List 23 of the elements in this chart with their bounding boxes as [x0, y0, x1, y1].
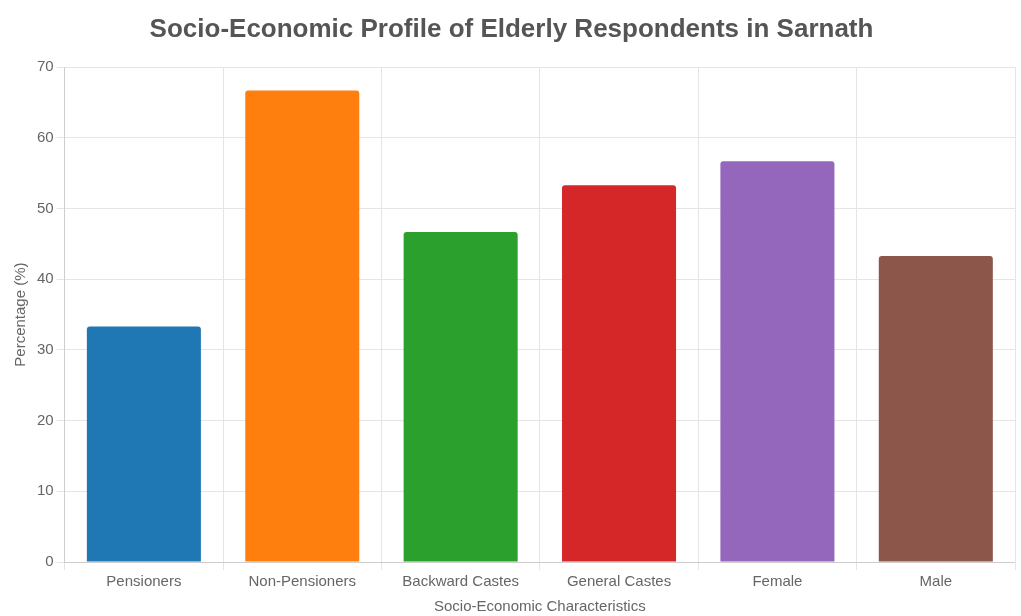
x-axis-title: Socio-Economic Characteristics — [433, 597, 646, 615]
x-tick-label: Male — [919, 572, 953, 590]
bar — [403, 231, 518, 562]
y-tick-label: 40 — [37, 269, 54, 287]
y-tick-label: 50 — [37, 198, 54, 216]
bar — [562, 185, 677, 562]
x-tick-label: General Castes — [566, 572, 672, 590]
bar — [720, 161, 835, 562]
y-tick-label: 0 — [45, 552, 54, 570]
bar — [245, 90, 360, 562]
x-tick-label: Backward Castes — [402, 572, 520, 590]
bar — [86, 326, 201, 562]
y-tick-label: 10 — [37, 481, 54, 499]
chart-title: Socio-Economic Profile of Elderly Respondents in Sarnath — [149, 12, 874, 43]
y-tick-label: 70 — [37, 57, 54, 75]
y-tick-label: 20 — [37, 410, 54, 428]
x-tick-label: Female — [752, 572, 803, 590]
y-tick-label: 30 — [37, 340, 54, 358]
x-tick-label: Non-Pensioners — [248, 572, 357, 590]
y-tick-label: 60 — [37, 128, 54, 146]
y-axis-title: Percentage (%) — [11, 262, 29, 367]
x-tick-label: Pensioners — [106, 572, 182, 590]
bar — [878, 255, 993, 562]
